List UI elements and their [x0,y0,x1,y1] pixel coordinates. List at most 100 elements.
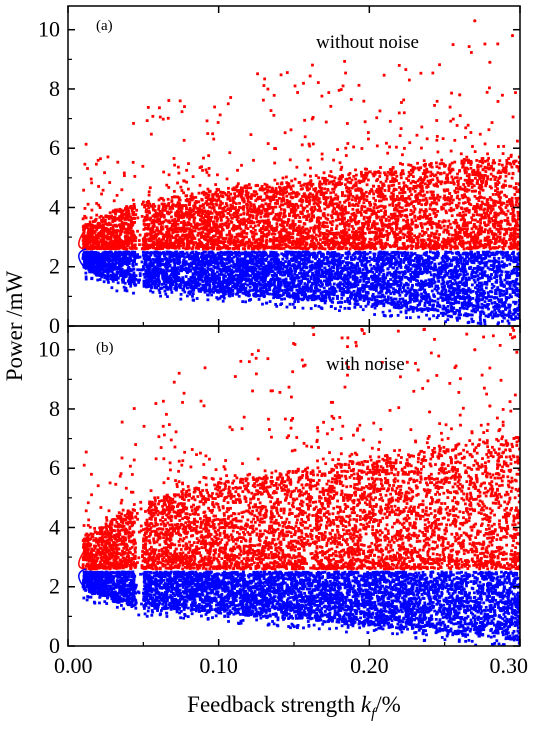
scatter-point [221,228,225,232]
scatter-point [268,185,271,189]
scatter-point [435,176,439,180]
scatter-point [386,235,390,239]
scatter-point [475,197,479,200]
scatter-point [147,206,151,210]
scatter-point [173,241,177,245]
scatter-point [370,188,373,191]
scatter-point [239,193,243,197]
scatter-point [182,191,186,195]
scatter-point [349,217,353,221]
scatter-point [509,228,513,232]
scatter-point [505,200,509,204]
scatter-point [486,159,490,162]
scatter-point [268,202,272,206]
scatter-point [318,234,322,237]
scatter-point [193,216,197,220]
scatter-point [480,160,484,164]
scatter-point [467,175,471,179]
scatter-point [313,196,317,200]
scatter-point [200,204,204,208]
scatter-point [297,242,301,246]
scatter-point [184,229,188,232]
scatter-point [162,213,166,217]
scatter-point [165,243,169,246]
scatter-point [302,239,306,242]
scatter-point [403,191,407,194]
scatter-point [399,127,403,130]
scatter-point [505,160,509,164]
scatter-point [513,241,516,245]
scatter-point [475,173,478,177]
scatter-point [174,246,178,250]
scatter-point [236,216,240,220]
scatter-point [195,210,199,214]
scatter-point [215,219,219,223]
scatter-point [212,229,216,232]
scatter-point [422,243,426,246]
scatter-point [205,171,209,174]
scatter-point [151,114,155,118]
scatter-point [126,229,130,233]
scatter-point [299,197,303,201]
scatter-point [516,240,520,244]
scatter-point [227,237,231,241]
scatter-point [318,200,322,204]
scatter-point [128,239,132,242]
scatter-point [313,201,317,204]
scatter-point [432,207,436,211]
scatter-point [395,198,399,201]
scatter-point [429,203,433,206]
scatter-point [322,179,326,182]
scatter-point [179,241,182,245]
scatter-point [152,235,156,239]
scatter-point [494,240,497,244]
scatter-point [287,234,291,237]
scatter-point [255,192,259,196]
scatter-point [336,204,340,207]
scatter-point [365,183,369,187]
scatter-point [146,247,150,251]
scatter-point [86,202,90,206]
scatter-point [476,241,480,245]
scatter-point [280,247,283,250]
scatter-point [410,218,414,222]
scatter-point [465,233,469,236]
scatter-point [249,230,253,233]
scatter-point [458,211,462,215]
scatter-point [309,226,313,230]
scatter-point [393,241,397,245]
scatter-point [206,219,209,223]
scatter-point [466,235,469,239]
scatter-point [107,223,111,226]
scatter-point [354,168,357,172]
scatter-point [209,226,213,230]
scatter-point [199,218,203,222]
scatter-point [242,247,246,251]
scatter-point [487,128,491,132]
scatter-point [138,243,141,247]
scatter-point [427,234,430,237]
scatter-point [156,232,160,236]
scatter-point [420,208,423,212]
scatter-point [133,243,137,247]
scatter-point [175,227,179,231]
scatter-point [497,162,501,166]
scatter-point [397,111,401,115]
scatter-point [130,241,134,245]
scatter-point [99,240,103,244]
scatter-point [321,213,325,217]
scatter-point [172,157,176,160]
scatter-point [296,233,300,237]
scatter-point [269,109,273,112]
scatter-point [235,225,239,229]
scatter-point [418,199,422,202]
scatter-point [496,42,500,46]
scatter-point [458,234,462,238]
scatter-point [211,238,215,242]
scatter-point [253,228,257,232]
scatter-point [190,192,194,196]
scatter-point [339,235,343,239]
scatter-point [347,228,351,232]
scatter-point [432,183,436,187]
scatter-point [285,231,289,234]
